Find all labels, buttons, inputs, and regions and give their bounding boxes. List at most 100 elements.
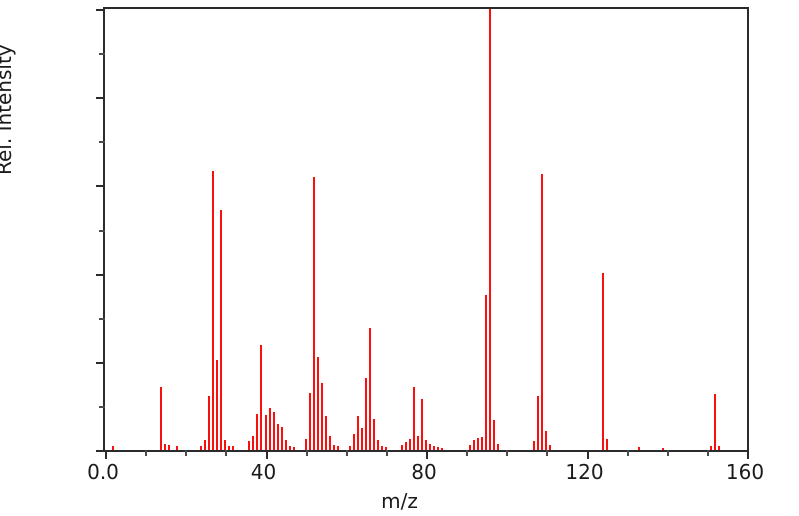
spectrum-peak <box>420 398 423 450</box>
x-axis-tick-label: 80 <box>411 460 437 484</box>
spectrum-peak <box>224 439 227 450</box>
x-axis-minor-tick <box>145 450 148 456</box>
spectrum-peak <box>176 445 179 450</box>
x-axis-minor-tick <box>345 450 348 456</box>
y-axis-tick <box>96 361 105 364</box>
x-axis-minor-tick <box>385 450 388 456</box>
spectrum-peak <box>437 447 440 450</box>
spectrum-peak <box>441 447 444 450</box>
x-axis-minor-tick <box>506 450 509 456</box>
x-axis-tick <box>426 450 428 459</box>
y-axis-tick <box>96 185 105 188</box>
spectrum-peak <box>425 440 427 450</box>
spectrum-peak <box>168 444 171 450</box>
y-axis-tick <box>96 97 105 100</box>
x-axis-minor-tick <box>546 450 549 456</box>
spectrum-peak <box>284 440 287 450</box>
spectrum-peak <box>232 446 235 450</box>
spectrum-peak <box>497 444 500 450</box>
x-axis-tick <box>747 450 749 459</box>
spectrum-peak <box>372 419 375 450</box>
spectrum-peak <box>404 441 407 450</box>
spectrum-peak <box>429 443 431 450</box>
spectrum-peak <box>112 446 115 450</box>
spectrum-peak <box>533 441 536 450</box>
x-axis-title: m/z <box>381 489 418 513</box>
spectrum-peak <box>220 209 223 450</box>
spectrum-peak <box>260 344 263 450</box>
spectrum-peak <box>549 445 552 450</box>
x-axis-tick <box>265 450 268 459</box>
spectrum-peak <box>160 387 163 450</box>
spectrum-peak <box>380 445 383 450</box>
spectrum-peak <box>264 414 267 450</box>
spectrum-peak <box>384 446 387 450</box>
spectrum-peak <box>477 438 480 450</box>
spectrum-peak <box>276 423 279 450</box>
spectrum-peak <box>204 440 207 450</box>
spectrum-peak <box>481 436 484 450</box>
spectrum-peak <box>713 394 716 450</box>
spectrum-peak <box>304 439 307 450</box>
spectrum-peak <box>328 435 331 450</box>
spectrum-peak <box>164 443 167 450</box>
y-axis-minor-tick <box>99 405 105 408</box>
spectrum-peak <box>352 434 355 450</box>
spectrum-peak <box>356 415 359 450</box>
spectrum-peak <box>416 435 419 450</box>
spectrum-peak <box>252 436 255 450</box>
spectrum-peak <box>433 445 436 450</box>
spectrum-peak <box>412 387 415 450</box>
x-axis-minor-tick <box>185 450 188 456</box>
x-axis-tick-labels: 0.0 40 80 120 160 <box>0 462 799 492</box>
spectrum-peak <box>320 382 323 450</box>
x-axis-minor-tick <box>626 450 629 456</box>
spectrum-peak <box>324 415 327 450</box>
y-axis-minor-tick <box>99 317 105 320</box>
x-axis-tick <box>586 450 589 459</box>
spectrum-peak <box>473 439 476 450</box>
plot-area <box>96 7 749 459</box>
spectrum-peak <box>308 392 311 450</box>
spectrum-peak <box>200 445 203 450</box>
spectrum-peak <box>316 357 319 450</box>
spectrum-peak <box>212 170 215 450</box>
x-axis-tick-label: 160 <box>725 460 765 484</box>
y-axis-minor-tick <box>99 53 105 56</box>
spectrum-peak <box>312 176 315 450</box>
y-axis-minor-tick <box>99 229 105 232</box>
spectrum-peak <box>469 444 472 450</box>
spectrum-peak <box>268 407 271 450</box>
spectrum-peak <box>292 447 295 450</box>
x-axis-minor-tick <box>305 450 308 456</box>
spectrum-peak <box>348 445 351 450</box>
spectrum-peak <box>485 295 488 450</box>
spectrum-peak <box>256 413 259 450</box>
spectrum-peak <box>661 448 664 450</box>
x-axis-minor-tick <box>666 450 669 456</box>
spectrum-peak <box>336 446 339 450</box>
spectrum-peak <box>493 419 496 450</box>
spectrum-peak <box>376 440 379 450</box>
x-axis-tick-label: 0.0 <box>87 460 119 484</box>
spectrum-peak <box>208 396 211 450</box>
x-axis-minor-tick <box>466 450 469 456</box>
spectrum-peak <box>400 445 403 450</box>
y-axis-tick <box>96 9 105 11</box>
y-axis-tick-labels: 0.020406080100 <box>0 0 88 516</box>
spectrum-peak <box>332 444 335 450</box>
spectrum-peak <box>288 445 291 450</box>
x-axis-tick-label: 40 <box>250 460 277 484</box>
spectrum-peak <box>408 438 411 450</box>
spectrum-peak <box>489 9 492 450</box>
x-axis-minor-tick <box>706 450 709 456</box>
y-axis-minor-tick <box>99 141 105 144</box>
spectrum-peak <box>545 430 548 450</box>
spectrum-peak <box>709 445 712 450</box>
spectrum-peak <box>605 439 608 450</box>
spectrum-peak <box>228 445 231 450</box>
spectrum-peak <box>360 427 363 450</box>
spectrum-peak <box>637 447 640 450</box>
spectrum-peak <box>216 359 219 450</box>
spectrum-peak <box>364 378 367 450</box>
